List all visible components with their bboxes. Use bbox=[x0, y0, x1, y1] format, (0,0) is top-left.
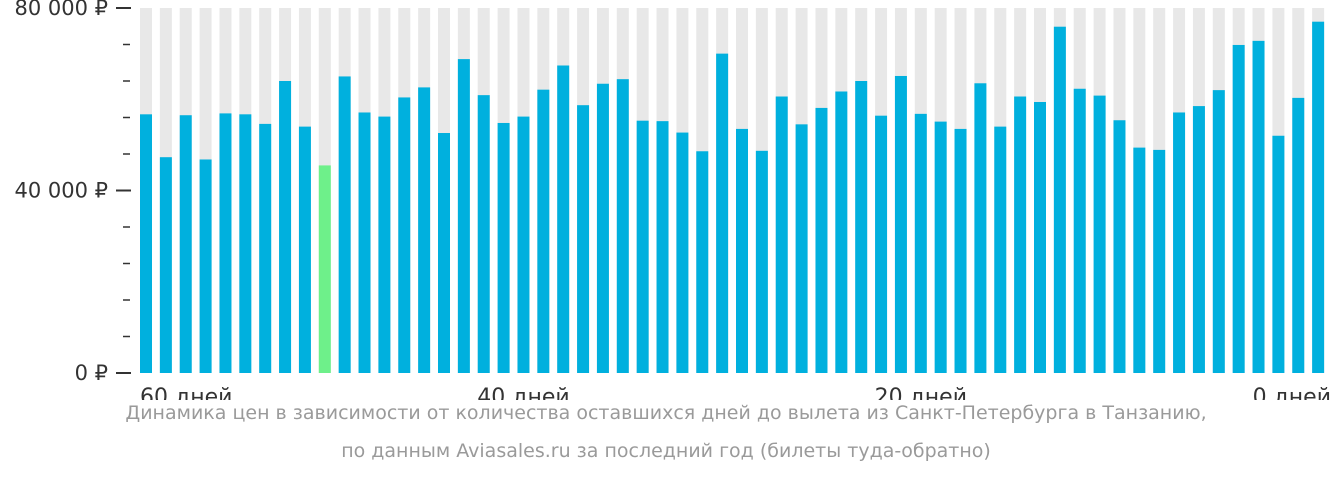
bar[interactable] bbox=[596, 83, 609, 374]
bar[interactable] bbox=[199, 159, 212, 373]
bars-group bbox=[140, 21, 1325, 374]
bar[interactable] bbox=[259, 123, 272, 373]
chart-caption-line-1: Динамика цен в зависимости от количества… bbox=[125, 402, 1207, 424]
bar[interactable] bbox=[219, 113, 232, 373]
bar[interactable] bbox=[1212, 90, 1225, 374]
bar[interactable] bbox=[378, 116, 391, 373]
bar[interactable] bbox=[1014, 96, 1027, 373]
bar[interactable] bbox=[616, 79, 629, 374]
bar[interactable] bbox=[239, 114, 252, 373]
y-tick-label: 80 000 ₽ bbox=[14, 0, 108, 20]
bar[interactable] bbox=[438, 133, 450, 373]
bar[interactable] bbox=[914, 113, 927, 373]
chart-caption-line-2: по данным Aviasales.ru за последний год … bbox=[341, 440, 991, 462]
bar[interactable] bbox=[398, 97, 411, 374]
bar[interactable] bbox=[418, 87, 431, 373]
bar[interactable] bbox=[835, 91, 848, 374]
bar[interactable] bbox=[1053, 26, 1066, 374]
bar[interactable] bbox=[994, 126, 1007, 374]
bar[interactable] bbox=[1173, 112, 1186, 373]
bar[interactable] bbox=[716, 53, 729, 374]
y-tick-label: 40 000 ₽ bbox=[14, 179, 108, 203]
bar[interactable] bbox=[338, 76, 351, 373]
bar[interactable] bbox=[875, 115, 888, 374]
bar[interactable] bbox=[795, 124, 808, 373]
bar[interactable] bbox=[1272, 135, 1285, 373]
bar[interactable] bbox=[755, 150, 768, 373]
bar[interactable] bbox=[1252, 40, 1265, 373]
bar[interactable] bbox=[1034, 101, 1046, 374]
bar[interactable] bbox=[477, 95, 490, 373]
bar[interactable] bbox=[676, 132, 689, 373]
bar[interactable] bbox=[517, 116, 530, 373]
price-dynamics-chart: 0 ₽ 40 000 ₽ 80 000 ₽ 60 дней 40 дней 20 дне… bbox=[14, 0, 1331, 400]
bar[interactable] bbox=[577, 105, 590, 374]
bar[interactable] bbox=[279, 81, 292, 373]
bar[interactable] bbox=[1192, 106, 1205, 373]
bar[interactable] bbox=[775, 96, 788, 373]
bar[interactable] bbox=[457, 59, 470, 373]
x-axis: 60 дней 40 дней 20 дней 0 дней bbox=[140, 385, 1331, 400]
bar[interactable] bbox=[894, 75, 907, 373]
bar[interactable] bbox=[815, 107, 828, 374]
bar[interactable] bbox=[1093, 95, 1106, 373]
bar[interactable] bbox=[855, 81, 868, 373]
bar[interactable] bbox=[179, 115, 192, 373]
bar[interactable] bbox=[298, 126, 311, 374]
bar[interactable] bbox=[974, 83, 987, 373]
bar[interactable] bbox=[557, 65, 570, 374]
bar[interactable] bbox=[497, 122, 510, 373]
bar[interactable] bbox=[1133, 147, 1146, 373]
bar[interactable] bbox=[656, 121, 669, 374]
bar[interactable] bbox=[636, 120, 649, 373]
x-tick-label: 20 дней bbox=[875, 385, 967, 400]
bar[interactable] bbox=[159, 157, 172, 373]
bar[interactable] bbox=[358, 112, 371, 373]
bar-highlight[interactable] bbox=[318, 165, 331, 373]
bar[interactable] bbox=[1232, 44, 1245, 374]
bar[interactable] bbox=[1073, 88, 1086, 373]
background-columns bbox=[140, 8, 1325, 373]
bar[interactable] bbox=[537, 89, 550, 374]
bar[interactable] bbox=[140, 114, 152, 373]
bar[interactable] bbox=[696, 151, 709, 373]
bar[interactable] bbox=[954, 128, 967, 373]
bar[interactable] bbox=[1153, 149, 1166, 373]
y-axis: 0 ₽ 40 000 ₽ 80 000 ₽ bbox=[14, 0, 131, 385]
y-tick-label: 0 ₽ bbox=[75, 361, 108, 385]
x-tick-label: 40 дней bbox=[477, 385, 569, 400]
x-tick-label: 0 дней bbox=[1253, 385, 1331, 400]
bar[interactable] bbox=[736, 128, 748, 373]
bar[interactable] bbox=[934, 121, 947, 373]
bar[interactable] bbox=[1312, 21, 1325, 373]
bar[interactable] bbox=[1113, 120, 1126, 374]
bar[interactable] bbox=[1292, 97, 1305, 373]
x-tick-label: 60 дней bbox=[140, 385, 232, 400]
